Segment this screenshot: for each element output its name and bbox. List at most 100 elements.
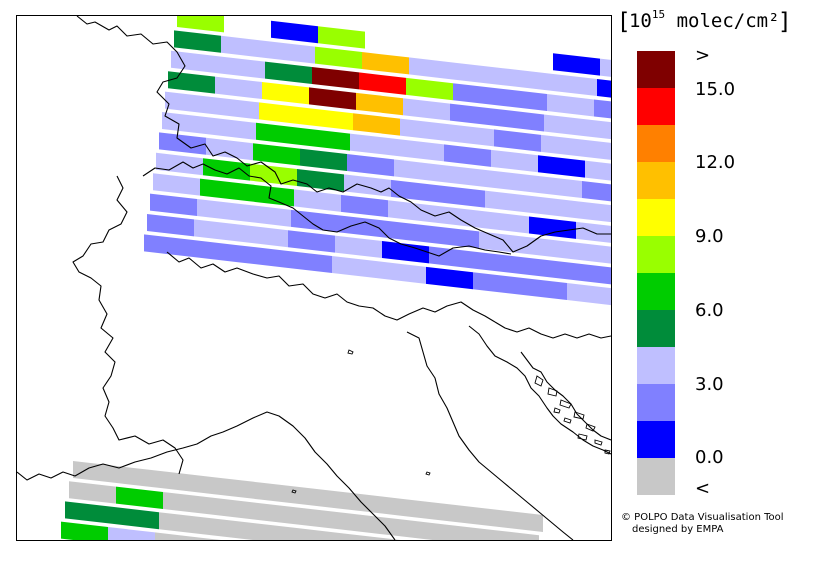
swath-pixel bbox=[402, 498, 449, 522]
credit-text: © POLPO Data Visualisation Tool designed… bbox=[621, 512, 784, 536]
swath-pixel bbox=[262, 82, 309, 105]
swath-pixel bbox=[506, 47, 553, 71]
border-line-alps bbox=[142, 161, 512, 257]
swath-pixel bbox=[294, 189, 341, 212]
swath-pixel bbox=[479, 231, 526, 254]
legend-color-swatch bbox=[637, 162, 675, 199]
swath-pixel bbox=[261, 482, 308, 506]
swath-pixel bbox=[144, 234, 191, 257]
swath-pixel bbox=[253, 143, 300, 166]
swath-pixel bbox=[312, 67, 359, 90]
swath-pixel bbox=[445, 524, 492, 540]
swath-pixel bbox=[541, 134, 588, 158]
swath-pixel bbox=[441, 164, 488, 188]
swath-pixel bbox=[400, 118, 447, 142]
swath-pixel bbox=[212, 97, 259, 120]
swath-pixel bbox=[547, 94, 594, 117]
swath-pixel bbox=[412, 37, 459, 60]
swath-pixel bbox=[218, 56, 265, 79]
swath-pixel bbox=[365, 31, 412, 55]
island-outline bbox=[559, 399, 572, 409]
swath-pixel bbox=[394, 539, 401, 540]
swath-pixel bbox=[397, 139, 444, 162]
legend-color-swatch bbox=[637, 384, 675, 421]
island-outline bbox=[573, 411, 585, 420]
legend-title: [1015 molec/cm²] bbox=[620, 8, 789, 35]
map-panel[interactable] bbox=[16, 15, 612, 541]
swath-pixel bbox=[221, 35, 268, 59]
swath-pixel bbox=[288, 230, 335, 253]
swath-pixel bbox=[426, 266, 473, 290]
swath-pixel bbox=[523, 257, 570, 280]
swath-pixel bbox=[473, 272, 520, 295]
legend-tick-label: 12.0 bbox=[695, 152, 736, 173]
swath-pixel bbox=[159, 512, 206, 535]
swath-pixel bbox=[379, 261, 426, 284]
island-outline bbox=[291, 489, 297, 494]
swath-pixel bbox=[382, 241, 429, 264]
swath-pixel bbox=[65, 501, 112, 524]
swath-pixel bbox=[165, 91, 212, 115]
legend-color-swatch bbox=[637, 88, 675, 125]
swath-pixel bbox=[600, 58, 611, 77]
swath-pixel bbox=[167, 471, 214, 495]
country-borders bbox=[17, 16, 611, 540]
swath-pixel bbox=[268, 41, 315, 64]
island-outline bbox=[553, 407, 561, 414]
swath-pixel bbox=[335, 235, 382, 259]
swath-pixel bbox=[309, 87, 356, 110]
swath-pixel bbox=[359, 72, 406, 95]
swath-pixel bbox=[300, 528, 347, 540]
swath-pixel bbox=[351, 513, 398, 537]
swath-pixel bbox=[241, 224, 288, 248]
swath-pixel bbox=[256, 122, 303, 146]
island-outline bbox=[563, 417, 572, 424]
credit-line-tool: © POLPO Data Visualisation Tool bbox=[621, 512, 784, 523]
swath-pixel bbox=[450, 103, 497, 127]
swath-pixel bbox=[304, 508, 351, 531]
swath-pixel bbox=[155, 532, 202, 540]
swath-pixel bbox=[535, 175, 582, 199]
swath-pixel bbox=[579, 201, 611, 223]
swath-pixel bbox=[529, 216, 576, 239]
swath-pixel bbox=[550, 73, 597, 97]
swath-pixel bbox=[224, 16, 271, 38]
swath-pixel bbox=[438, 185, 485, 208]
swath-pixel bbox=[306, 107, 353, 131]
legend-title-unit: molec/cm² bbox=[676, 10, 780, 32]
swath-pixel bbox=[162, 112, 209, 135]
legend-tick-label: < bbox=[695, 478, 711, 499]
swath-pixel bbox=[253, 523, 300, 540]
swath-pixel bbox=[244, 204, 291, 227]
swath-pixel bbox=[61, 521, 108, 540]
legend-tick-label: 15.0 bbox=[695, 79, 736, 100]
legend-title-bracket-close: ] bbox=[779, 9, 789, 35]
map-canvas[interactable] bbox=[17, 16, 611, 540]
legend-color-swatch bbox=[637, 310, 675, 347]
legend-color-swatch bbox=[637, 236, 675, 273]
swath-pixel bbox=[300, 148, 347, 172]
swath-pixel bbox=[453, 83, 500, 106]
swath-pixel bbox=[391, 179, 438, 203]
legend-title-bracket-open: [ bbox=[620, 9, 629, 35]
swath-pixel bbox=[476, 251, 523, 275]
legend-color-swatch bbox=[637, 347, 675, 384]
legend-color-swatch bbox=[637, 199, 675, 236]
swath-pixel bbox=[350, 133, 397, 157]
swath-pixel bbox=[435, 205, 482, 229]
legend-title-prefix: 10 bbox=[628, 10, 652, 32]
island-outline bbox=[534, 375, 544, 387]
swath-pixel bbox=[347, 533, 394, 540]
swath-pixel bbox=[432, 226, 479, 249]
swath-pixel bbox=[271, 20, 318, 44]
swath-pixel bbox=[214, 477, 261, 500]
swath-pixel bbox=[456, 62, 503, 86]
legend-color-swatch bbox=[637, 51, 675, 88]
swath-pixel bbox=[168, 71, 215, 94]
legend-tick-label: > bbox=[695, 45, 711, 66]
swath-pixel bbox=[394, 159, 441, 182]
swath-pixel bbox=[355, 493, 402, 516]
swath-pixel bbox=[597, 79, 611, 98]
swath-pixel bbox=[570, 262, 611, 285]
satellite-swath-north bbox=[144, 16, 611, 306]
